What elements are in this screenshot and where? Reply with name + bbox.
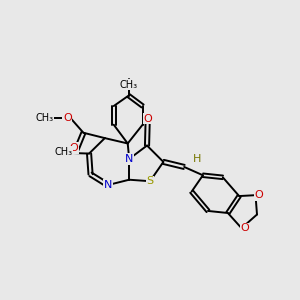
Text: O: O [241, 223, 250, 233]
Text: CH₃: CH₃ [55, 147, 73, 157]
Text: O: O [255, 190, 263, 200]
Text: CH₃: CH₃ [119, 80, 138, 90]
Text: O: O [70, 143, 79, 153]
Text: N: N [103, 180, 112, 190]
Text: O: O [143, 114, 152, 124]
Text: CH₃: CH₃ [36, 113, 54, 123]
Text: S: S [146, 176, 154, 186]
Text: O: O [63, 113, 72, 123]
Text: H: H [194, 154, 202, 164]
Text: N: N [125, 154, 134, 164]
